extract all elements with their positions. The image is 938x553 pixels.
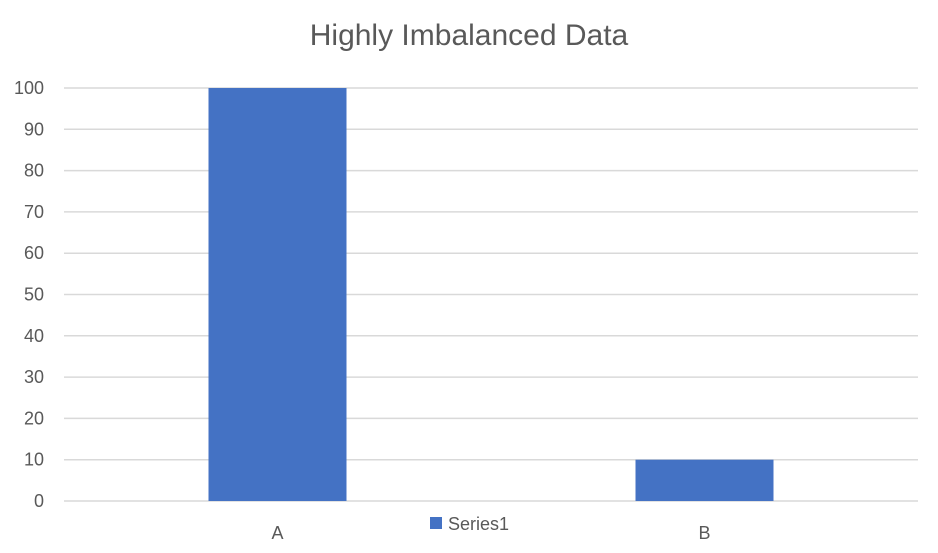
y-tick-label: 20 [24, 408, 44, 428]
legend-swatch-series1 [430, 517, 442, 529]
y-tick-label: 40 [24, 326, 44, 346]
bars [208, 88, 774, 501]
legend-label-series1: Series1 [448, 514, 509, 534]
legend: Series1 [430, 514, 509, 534]
y-tick-label: 80 [24, 161, 44, 181]
y-tick-label: 10 [24, 450, 44, 470]
y-tick-label: 70 [24, 202, 44, 222]
chart-title: Highly Imbalanced Data [310, 19, 629, 52]
y-tick-label: 90 [24, 119, 44, 139]
bar-b [635, 459, 774, 501]
gridlines [64, 87, 918, 502]
y-axis-ticks: 0 10 20 30 40 50 60 70 80 90 100 [14, 78, 44, 511]
y-tick-label: 30 [24, 367, 44, 387]
bar-a [208, 88, 347, 501]
y-tick-label: 100 [14, 78, 44, 98]
y-tick-label: 60 [24, 243, 44, 263]
y-tick-label: 0 [34, 491, 44, 511]
x-tick-label-b: B [698, 523, 710, 543]
x-tick-label-a: A [271, 523, 283, 543]
y-tick-label: 50 [24, 285, 44, 305]
